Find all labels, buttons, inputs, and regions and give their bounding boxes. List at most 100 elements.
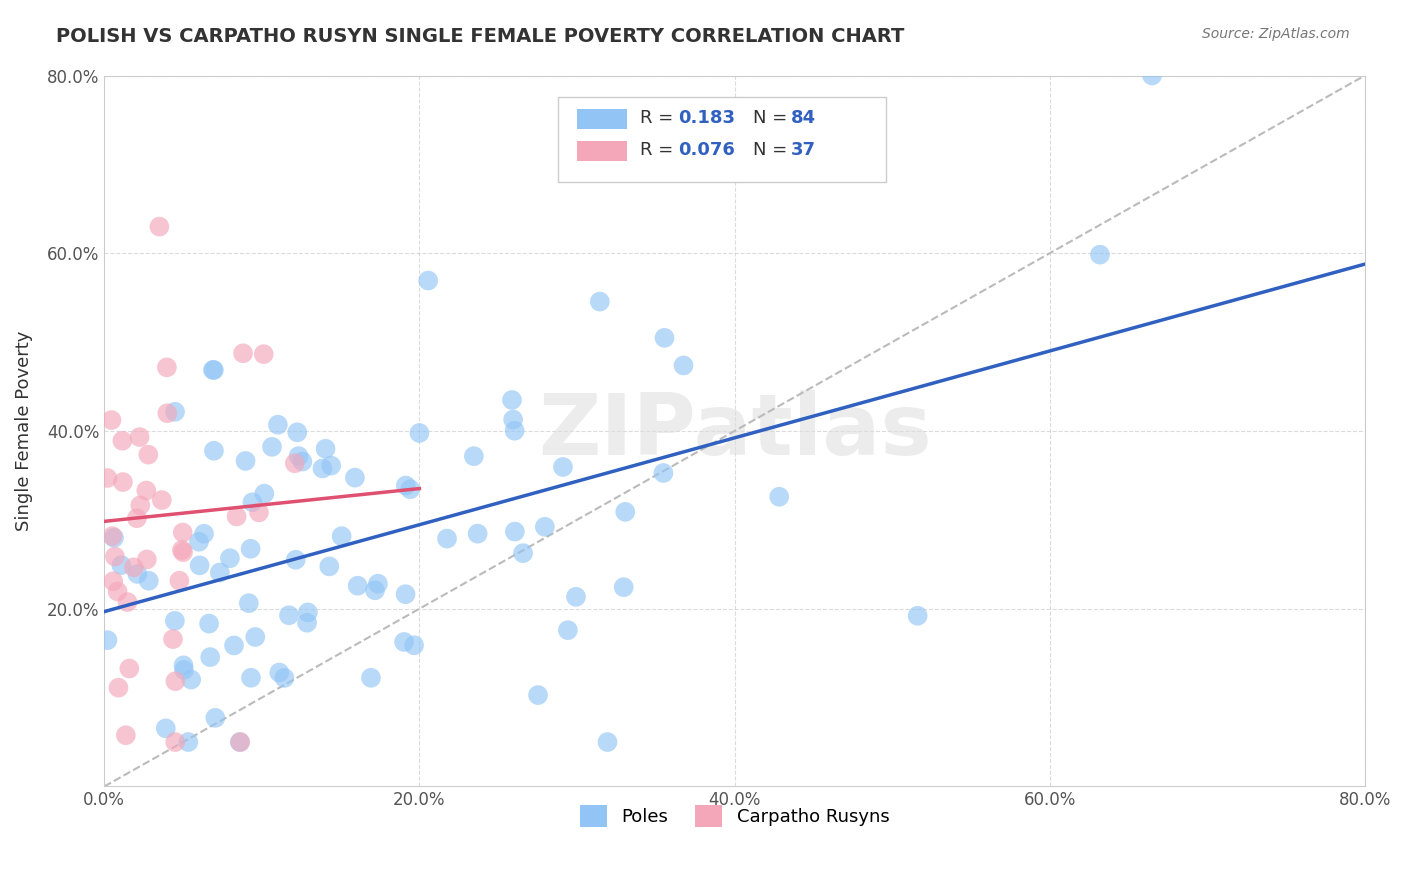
Point	[408, 425, 430, 440]
Point	[229, 735, 252, 749]
Point	[225, 509, 247, 524]
Point	[115, 728, 138, 742]
Point	[118, 661, 141, 675]
Point	[672, 359, 695, 373]
Point	[239, 541, 262, 556]
Point	[202, 443, 225, 458]
Text: POLISH VS CARPATHO RUSYN SINGLE FEMALE POVERTY CORRELATION CHART: POLISH VS CARPATHO RUSYN SINGLE FEMALE P…	[56, 27, 904, 45]
Text: N =: N =	[754, 141, 787, 159]
Point	[557, 623, 579, 637]
Text: 0.183: 0.183	[678, 109, 735, 128]
Point	[501, 392, 523, 407]
Point	[169, 574, 191, 588]
Point	[104, 549, 127, 564]
Text: Source: ZipAtlas.com: Source: ZipAtlas.com	[1202, 27, 1350, 41]
Point	[187, 534, 209, 549]
Point	[402, 638, 425, 652]
Point	[173, 658, 195, 673]
Point	[193, 526, 215, 541]
Point	[101, 529, 124, 543]
Point	[245, 630, 267, 644]
Point	[165, 735, 187, 749]
Point	[180, 673, 202, 687]
Point	[297, 606, 319, 620]
FancyBboxPatch shape	[558, 97, 886, 182]
Point	[173, 663, 195, 677]
Point	[267, 417, 290, 432]
Point	[219, 551, 242, 566]
Point	[247, 505, 270, 519]
Point	[287, 449, 309, 463]
Point	[367, 576, 389, 591]
Point	[163, 614, 186, 628]
Point	[253, 347, 276, 361]
Point	[503, 524, 526, 539]
Point	[232, 346, 254, 360]
Point	[135, 552, 157, 566]
Point	[436, 532, 458, 546]
Point	[321, 458, 343, 473]
Point	[1088, 247, 1111, 261]
Point	[156, 406, 179, 420]
Point	[208, 566, 231, 580]
Point	[346, 579, 368, 593]
Point	[111, 475, 134, 489]
Point	[260, 440, 283, 454]
Point	[138, 574, 160, 588]
Point	[122, 560, 145, 574]
Point	[343, 470, 366, 484]
Point	[198, 616, 221, 631]
Point	[172, 545, 194, 559]
Point	[907, 608, 929, 623]
Text: 37: 37	[792, 141, 817, 159]
Point	[188, 558, 211, 573]
Point	[110, 558, 132, 573]
Point	[395, 478, 418, 492]
Point	[318, 559, 340, 574]
Point	[238, 596, 260, 610]
Point	[330, 529, 353, 543]
Point	[155, 722, 177, 736]
Legend: Poles, Carpatho Rusyns: Poles, Carpatho Rusyns	[572, 797, 897, 834]
Point	[503, 424, 526, 438]
Point	[136, 448, 159, 462]
Point	[360, 671, 382, 685]
Point	[107, 584, 129, 599]
Point	[103, 574, 125, 589]
FancyBboxPatch shape	[576, 141, 627, 161]
Point	[163, 405, 186, 419]
Point	[284, 456, 307, 470]
Point	[551, 460, 574, 475]
Point	[96, 633, 118, 648]
Point	[253, 486, 276, 500]
Point	[128, 430, 150, 444]
Point	[295, 615, 318, 630]
Point	[222, 639, 245, 653]
Point	[654, 331, 676, 345]
Point	[392, 635, 415, 649]
Point	[284, 553, 307, 567]
Point	[235, 454, 257, 468]
Text: R =: R =	[640, 109, 673, 128]
Point	[269, 665, 291, 680]
Point	[198, 650, 221, 665]
Point	[291, 454, 314, 468]
Point	[165, 674, 187, 689]
Point	[162, 632, 184, 646]
Point	[103, 531, 125, 545]
Point	[111, 434, 134, 448]
Point	[285, 425, 308, 440]
Point	[107, 681, 129, 695]
Point	[364, 583, 387, 598]
Point	[117, 595, 139, 609]
Point	[242, 495, 264, 509]
FancyBboxPatch shape	[576, 109, 627, 128]
Point	[311, 461, 333, 475]
Point	[156, 360, 179, 375]
Point	[229, 735, 252, 749]
Point	[315, 442, 337, 456]
Point	[150, 493, 173, 508]
Point	[105, 24, 128, 38]
Point	[204, 711, 226, 725]
Point	[534, 520, 557, 534]
